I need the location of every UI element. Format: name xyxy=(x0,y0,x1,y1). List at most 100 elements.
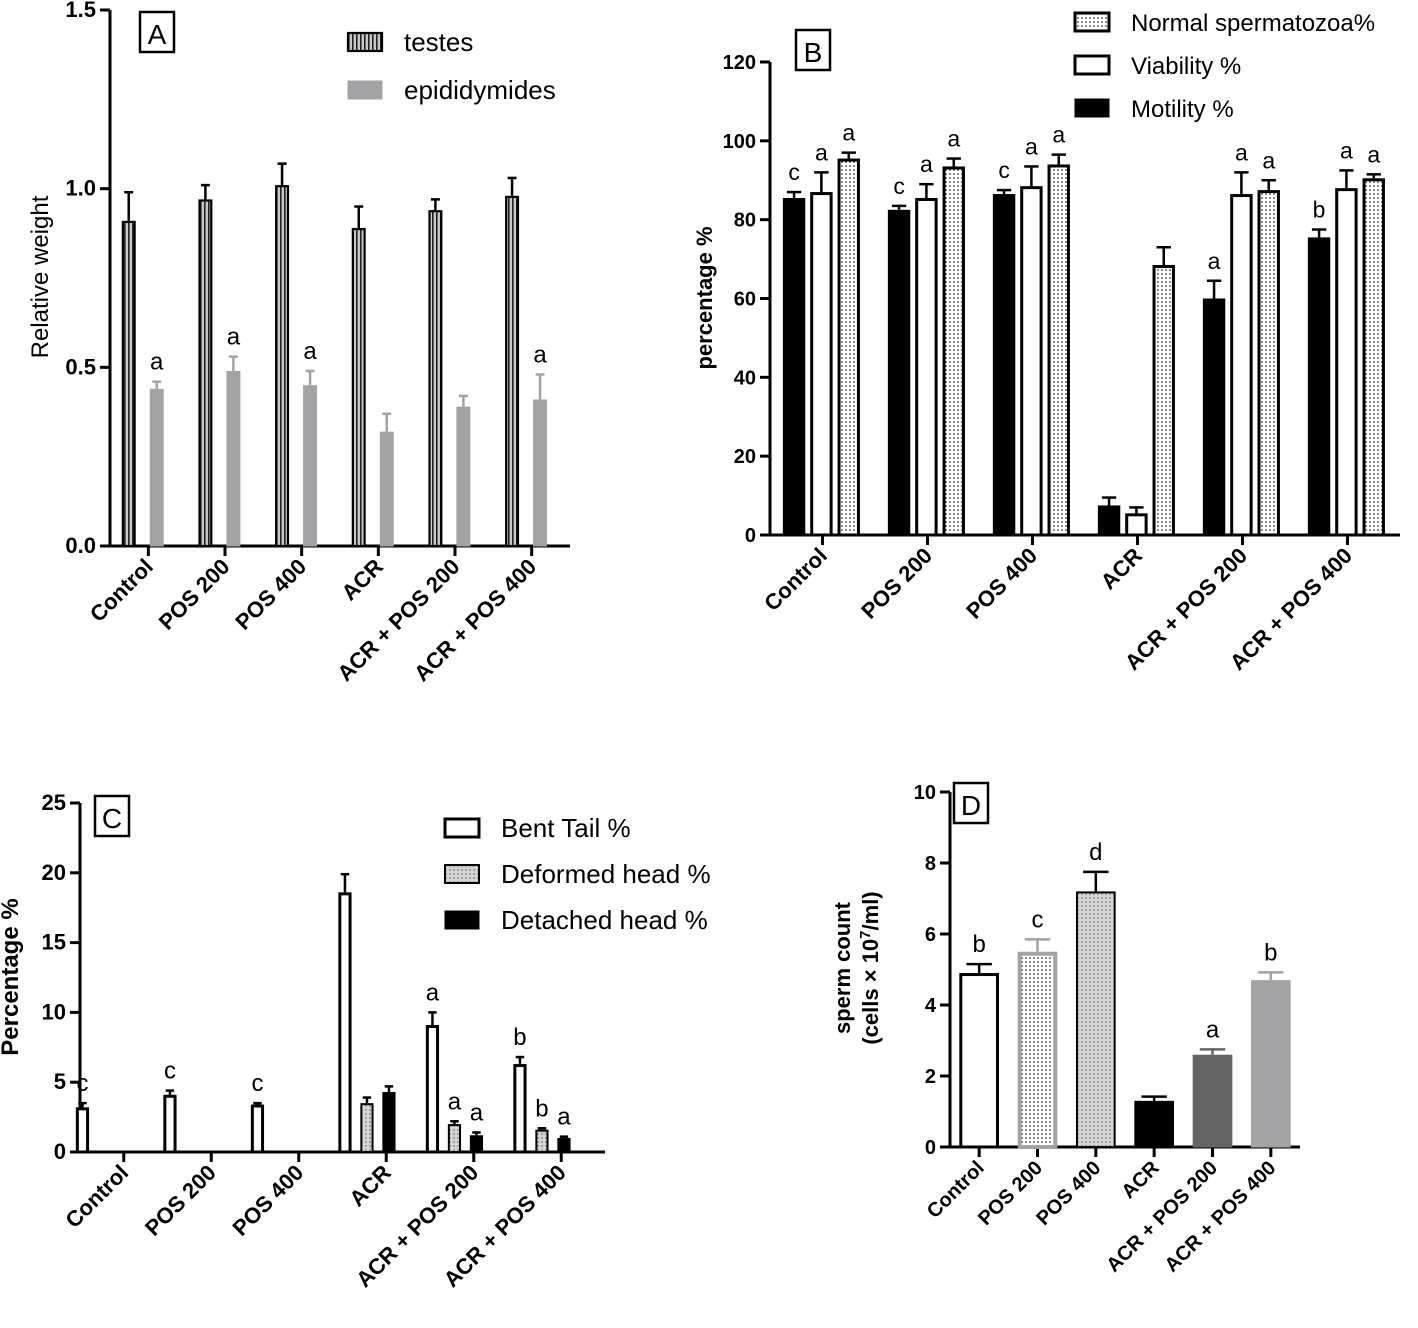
panel-b-y-tick-label: 100 xyxy=(723,131,756,153)
panel-c-legend-label: Detached head % xyxy=(501,905,708,935)
panel-a-x-tick-label: ACR xyxy=(336,554,387,605)
panel-b-bar xyxy=(1362,178,1385,537)
panel-c-y-axis-label: Percentage % xyxy=(0,898,24,1055)
panel-b-significance-label: c xyxy=(893,173,905,199)
panel-c-y-tick-label: 25 xyxy=(42,790,66,815)
panel-a-bar xyxy=(379,431,394,547)
panel-a-bar xyxy=(226,370,241,547)
panel-a-bar xyxy=(198,199,213,548)
panel-b-bar xyxy=(1047,164,1070,537)
panel-b-chart: B 0 20 40 60 80 100 120 Control POS 200 POS 400 AC… xyxy=(692,10,1400,675)
panel-c-legend-swatch xyxy=(444,910,480,930)
panel-a-significance-label: a xyxy=(150,349,164,376)
panel-c-x-tick-label: POS 400 xyxy=(227,1160,308,1241)
panel-b-bar xyxy=(915,197,938,537)
panel-b-x-tick-label: Control xyxy=(759,543,832,616)
panel-a-bar xyxy=(351,227,366,548)
panel-c-x-tick-label: Control xyxy=(60,1160,133,1233)
panel-b-bar xyxy=(1152,264,1175,537)
panel-a-label: A xyxy=(148,19,167,50)
panel-c-significance-label: c xyxy=(251,1070,263,1097)
panel-a-bar xyxy=(456,406,471,547)
panel-a-y-axis-label: Relative weight xyxy=(27,195,54,358)
panel-b-legend-label: Normal spermatozoa% xyxy=(1131,10,1375,37)
panel-c-bar xyxy=(163,1094,177,1154)
panel-a-y-tick-label: 1.5 xyxy=(65,0,96,22)
panel-d-y-tick-label: 0 xyxy=(925,1137,936,1159)
panel-c-bar xyxy=(360,1103,374,1154)
panel-b-significance-label: c xyxy=(788,159,800,185)
panel-b-bar xyxy=(992,194,1016,536)
panel-b-significance-label: a xyxy=(947,126,960,152)
panel-a-bar xyxy=(275,185,290,548)
panel-c-x-tick-label: POS 200 xyxy=(140,1160,221,1241)
panel-d-bar xyxy=(1076,891,1116,1149)
panel-b-significance-label: a xyxy=(1208,248,1221,274)
panel-b-label: B xyxy=(804,37,823,68)
panel-c-significance-label: b xyxy=(513,1024,526,1051)
panel-b-significance-label: a xyxy=(1235,139,1248,165)
panel-b-bar xyxy=(782,197,806,536)
panel-c-legend-swatch xyxy=(444,864,480,884)
panel-d-x-tick-label: ACR xyxy=(1117,1157,1164,1204)
panel-b-bar xyxy=(942,166,965,537)
panel-b-significance-label: a xyxy=(1052,122,1065,148)
panel-a-y-tick-label: 0.5 xyxy=(65,354,96,379)
panel-c-bar xyxy=(250,1104,265,1154)
panel-d-bar xyxy=(1192,1054,1233,1148)
panel-c-bar xyxy=(338,892,352,1154)
panel-c-significance-label: a xyxy=(448,1088,462,1115)
panel-c-bar xyxy=(75,1107,90,1154)
panel-b-bar xyxy=(1020,186,1043,537)
panel-a-legend-label: testes xyxy=(404,27,473,57)
panel-b-bar xyxy=(837,158,860,537)
panel-c-significance-label: c xyxy=(164,1058,176,1085)
panel-b-x-tick-label: ACR xyxy=(1096,543,1147,594)
panel-d-significance-label: c xyxy=(1032,906,1044,933)
panel-b-significance-label: a xyxy=(815,139,828,165)
panel-b-x-tick-label: POS 200 xyxy=(856,543,937,624)
panel-b-bar xyxy=(1307,237,1331,536)
panel-a-bar xyxy=(533,399,548,547)
panel-c-y-tick-label: 10 xyxy=(42,999,66,1024)
panel-b-significance-label: a xyxy=(920,151,933,177)
panel-d-bar xyxy=(1134,1100,1175,1148)
panel-b-bar xyxy=(810,192,833,537)
panel-b-bar xyxy=(1257,190,1280,537)
panel-c-bar xyxy=(382,1091,396,1153)
panel-d-label-box xyxy=(952,781,990,825)
panel-d-y-axis-label-suffix: /ml) xyxy=(858,891,883,930)
panel-b-significance-label: a xyxy=(842,120,855,146)
panel-d-significance-label: d xyxy=(1089,839,1102,866)
panel-b-y-tick-label: 60 xyxy=(734,289,756,311)
panel-a-label-box xyxy=(138,10,176,54)
panel-d-y-tick-label: 6 xyxy=(925,924,936,946)
panel-b-label-box xyxy=(794,28,832,72)
panel-a-significance-label: a xyxy=(303,338,317,365)
panel-b-legend-swatch xyxy=(1073,54,1111,76)
panel-a-x-tick-label: Control xyxy=(85,554,158,627)
panel-a-y-tick-label: 1.0 xyxy=(65,176,96,201)
panel-d-y-tick-label: 2 xyxy=(925,1066,936,1088)
panel-c-bar xyxy=(469,1135,484,1153)
panel-d-y-tick-label: 4 xyxy=(925,995,937,1017)
panel-d-y-axis-label-superscript: 7 xyxy=(857,930,874,938)
panel-c-bar xyxy=(447,1124,462,1153)
panel-c-legend-label: Deformed head % xyxy=(501,859,711,889)
panel-d-significance-label: a xyxy=(1206,1016,1220,1043)
panel-b-significance-label: a xyxy=(1025,133,1038,159)
panel-b-bar xyxy=(1097,505,1121,536)
panel-b-bar xyxy=(1125,513,1148,537)
panel-c-y-tick-label: 15 xyxy=(42,930,66,955)
panel-a-y-tick-label: 0.0 xyxy=(65,533,96,558)
panel-c-y-tick-label: 0 xyxy=(54,1139,66,1164)
panel-d-x-tick-label: POS 400 xyxy=(1032,1157,1105,1230)
panel-a-x-tick-label: POS 400 xyxy=(230,554,311,635)
panel-b-bar xyxy=(1202,298,1226,536)
panel-a-bar xyxy=(149,388,164,547)
panel-c-bar xyxy=(513,1064,527,1154)
panel-d-label: D xyxy=(961,790,981,821)
panel-b-significance-label: a xyxy=(1340,137,1353,163)
